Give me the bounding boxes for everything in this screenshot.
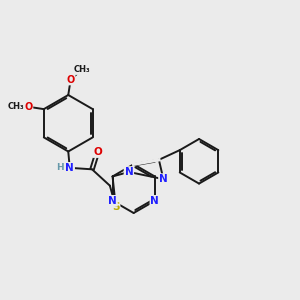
Text: CH₃: CH₃	[73, 65, 90, 74]
Text: O: O	[24, 102, 32, 112]
Text: H: H	[56, 163, 64, 172]
Text: N: N	[150, 196, 159, 206]
Text: N: N	[108, 196, 117, 206]
Text: N: N	[65, 163, 74, 173]
Text: CH₃: CH₃	[7, 102, 24, 111]
Text: O: O	[67, 75, 75, 85]
Text: S: S	[112, 202, 120, 212]
Text: N: N	[124, 167, 133, 177]
Text: N: N	[159, 174, 168, 184]
Text: O: O	[93, 147, 102, 157]
